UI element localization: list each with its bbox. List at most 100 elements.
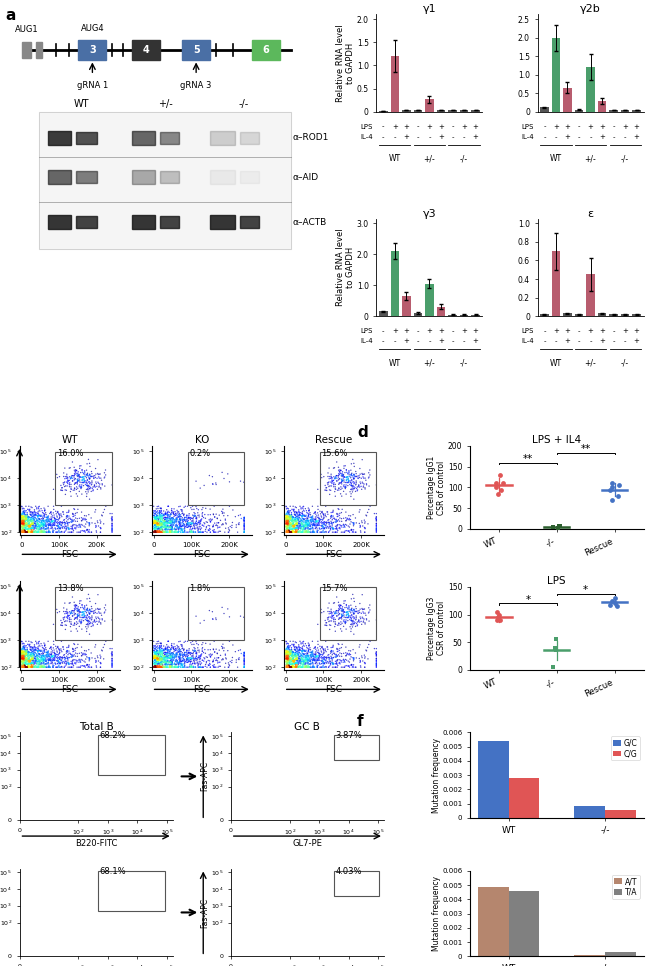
Point xyxy=(346,612,356,628)
Point xyxy=(40,638,50,653)
Point xyxy=(180,649,190,665)
Point xyxy=(151,513,162,528)
Point xyxy=(336,653,346,668)
Point xyxy=(31,649,41,665)
Point xyxy=(314,514,324,529)
Point xyxy=(304,652,314,668)
Point xyxy=(159,652,170,668)
Point xyxy=(150,652,160,668)
Point xyxy=(148,516,159,531)
Point xyxy=(294,653,305,668)
Point xyxy=(18,518,29,533)
Point xyxy=(157,642,167,658)
Point xyxy=(25,514,36,529)
Point xyxy=(296,513,306,528)
Point xyxy=(288,509,298,525)
Point xyxy=(291,652,301,668)
Point xyxy=(21,515,31,530)
Point xyxy=(73,602,83,617)
Point xyxy=(292,524,302,539)
Point xyxy=(26,521,36,536)
Point xyxy=(20,652,30,668)
Point xyxy=(348,627,359,642)
Point xyxy=(151,525,162,540)
Point xyxy=(331,656,341,671)
Point xyxy=(320,482,330,497)
Point xyxy=(26,644,36,660)
Point xyxy=(56,498,66,514)
Point xyxy=(153,525,163,540)
Point xyxy=(150,647,161,663)
Point xyxy=(284,649,294,665)
Point xyxy=(83,612,94,628)
Point xyxy=(307,648,318,664)
Point xyxy=(187,634,198,649)
Point xyxy=(43,508,53,524)
Point xyxy=(149,515,159,530)
Point xyxy=(23,521,34,536)
Point xyxy=(18,509,29,525)
Point xyxy=(69,608,79,623)
Point xyxy=(43,518,53,533)
Point xyxy=(300,513,311,528)
Point xyxy=(292,513,302,528)
Point xyxy=(26,660,36,675)
Point xyxy=(287,516,297,531)
Point xyxy=(69,469,79,485)
Point xyxy=(168,510,178,526)
Point xyxy=(281,515,291,530)
Point xyxy=(287,525,298,540)
Point xyxy=(153,651,163,667)
Point xyxy=(40,515,50,530)
Point xyxy=(346,608,357,623)
Point xyxy=(281,649,291,665)
Point xyxy=(288,634,298,649)
Point xyxy=(38,650,48,666)
Point xyxy=(197,643,207,659)
Point xyxy=(52,521,62,536)
Point xyxy=(282,512,293,527)
Point xyxy=(66,605,77,620)
Point xyxy=(73,518,84,533)
Point xyxy=(159,519,170,534)
Point xyxy=(283,514,294,529)
Point xyxy=(326,650,337,666)
Point xyxy=(307,517,318,532)
Point xyxy=(21,517,32,532)
Point xyxy=(150,514,161,529)
Point xyxy=(39,652,49,668)
Point xyxy=(492,604,502,619)
Point xyxy=(39,518,49,533)
Point xyxy=(285,657,295,672)
Point xyxy=(74,484,85,499)
Point xyxy=(107,659,117,674)
Point xyxy=(363,606,374,621)
Point xyxy=(493,486,503,501)
Point xyxy=(336,610,346,625)
Point xyxy=(349,459,359,474)
Point xyxy=(18,660,29,675)
Point xyxy=(20,503,31,519)
Point xyxy=(188,514,199,529)
Point xyxy=(65,595,75,611)
Point xyxy=(99,613,110,629)
Point xyxy=(153,660,164,675)
Point xyxy=(79,470,89,486)
Point xyxy=(160,521,170,536)
Point xyxy=(32,509,43,525)
Point xyxy=(316,602,326,617)
Point xyxy=(161,649,172,665)
Point xyxy=(95,601,105,616)
Point xyxy=(303,651,313,667)
Point xyxy=(287,513,297,528)
Point xyxy=(213,653,223,668)
Point xyxy=(166,519,177,534)
Point xyxy=(289,653,300,668)
Point xyxy=(29,512,39,527)
Point xyxy=(287,518,298,533)
Point xyxy=(27,650,38,666)
Point xyxy=(281,655,291,670)
Bar xyxy=(210,215,235,229)
Point xyxy=(281,511,291,526)
Point xyxy=(324,613,334,629)
